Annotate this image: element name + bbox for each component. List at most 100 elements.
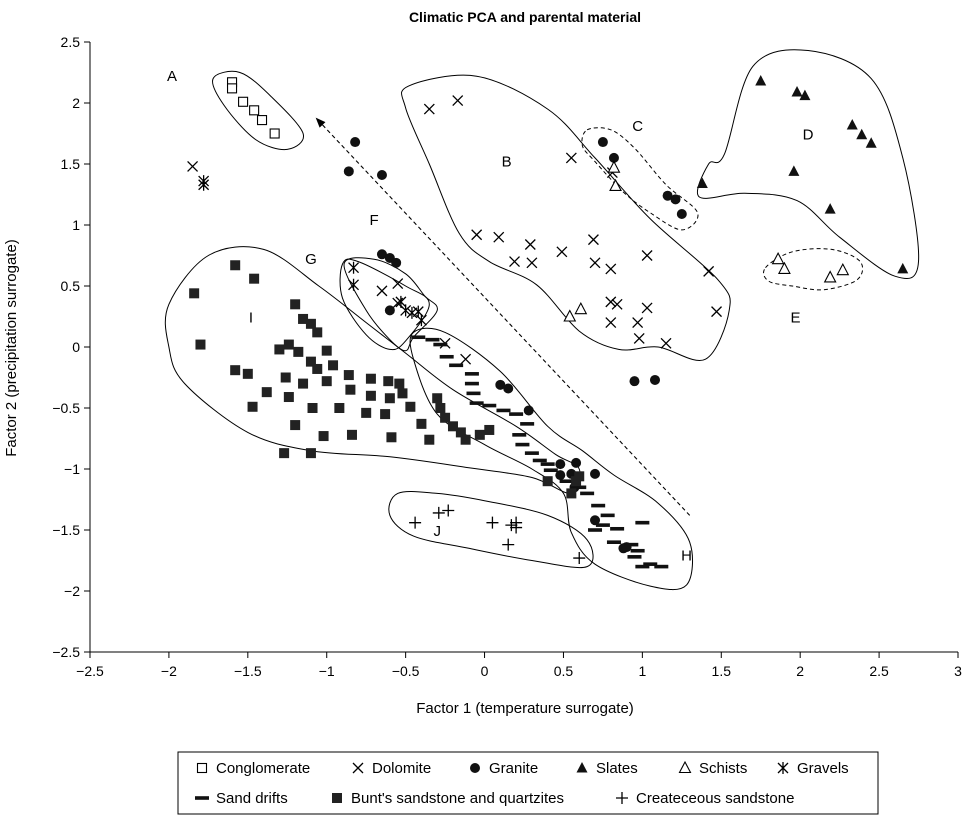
x-tick-label: −0.5 bbox=[392, 663, 420, 679]
point-bunt-s-sandstone-and-quartzites bbox=[283, 392, 294, 403]
legend-label: Slates bbox=[596, 760, 638, 777]
cluster-label-c: C bbox=[632, 118, 643, 135]
cluster-label-f: F bbox=[369, 212, 378, 229]
point-sand-drifts bbox=[464, 372, 479, 376]
legend-label: Schists bbox=[699, 760, 747, 777]
legend-marker-schists bbox=[678, 760, 692, 774]
legend-item-gravels: Gravels bbox=[777, 760, 849, 777]
point-bunt-s-sandstone-and-quartzites bbox=[365, 373, 376, 384]
point-granite bbox=[555, 459, 566, 470]
point-dolomite bbox=[641, 250, 653, 261]
point-sand-drifts bbox=[595, 523, 610, 527]
point-bunt-s-sandstone-and-quartzites bbox=[566, 488, 577, 499]
point-schists bbox=[836, 262, 850, 276]
x-tick-label: 3 bbox=[954, 663, 962, 679]
point-createceous-sandstone bbox=[510, 521, 523, 534]
series-conglomerate bbox=[226, 77, 280, 139]
point-sand-drifts bbox=[464, 381, 479, 386]
region-g bbox=[339, 258, 430, 351]
point-sand-drifts bbox=[466, 391, 481, 396]
point-dolomite bbox=[565, 152, 577, 164]
point-createceous-sandstone bbox=[573, 552, 586, 565]
point-granite bbox=[503, 383, 514, 394]
x-tick-label: 1.5 bbox=[712, 663, 732, 679]
legend-item-slates: Slates bbox=[576, 760, 638, 777]
series-sand-drifts bbox=[411, 335, 669, 569]
y-tick-label: −2.5 bbox=[52, 644, 80, 660]
point-sand-drifts bbox=[433, 342, 448, 347]
x-tick-label: 0.5 bbox=[554, 663, 574, 679]
point-dolomite bbox=[460, 353, 472, 365]
chart-title: Climatic PCA and parental material bbox=[409, 9, 641, 25]
point-dolomite bbox=[392, 278, 404, 290]
point-createceous-sandstone bbox=[505, 519, 518, 532]
y-tick-label: 0.5 bbox=[61, 278, 81, 294]
legend-item-conglomerate: Conglomerate bbox=[196, 760, 310, 777]
point-granite bbox=[523, 405, 534, 416]
point-schists bbox=[823, 270, 837, 283]
point-granite bbox=[649, 374, 660, 385]
x-tick-label: −2 bbox=[161, 663, 177, 679]
x-tick-label: −1.5 bbox=[234, 663, 262, 679]
legend-box bbox=[177, 751, 879, 815]
point-bunt-s-sandstone-and-quartzites bbox=[474, 429, 485, 440]
point-bunt-s-sandstone-and-quartzites bbox=[189, 288, 200, 299]
point-sand-drifts bbox=[524, 451, 539, 455]
point-bunt-s-sandstone-and-quartzites bbox=[307, 403, 318, 413]
point-bunt-s-sandstone-and-quartzites bbox=[249, 273, 260, 284]
point-bunt-s-sandstone-and-quartzites bbox=[280, 372, 291, 383]
point-granite bbox=[376, 169, 387, 180]
trend-arrow-layer bbox=[315, 117, 691, 516]
point-granite bbox=[629, 376, 640, 387]
x-tick-label: 0 bbox=[481, 663, 489, 679]
region-j bbox=[388, 490, 594, 569]
point-granite bbox=[343, 166, 354, 177]
legend-label: Gravels bbox=[797, 760, 849, 777]
point-gravels bbox=[348, 278, 360, 291]
point-slates bbox=[846, 118, 858, 130]
point-granite bbox=[384, 305, 395, 316]
point-slates bbox=[865, 137, 877, 148]
cluster-labels: A B C D E F G H I J bbox=[167, 68, 814, 564]
legend-marker-createceous-sandstone bbox=[616, 792, 628, 804]
point-dolomite bbox=[605, 263, 617, 275]
point-slates bbox=[824, 203, 836, 214]
point-bunt-s-sandstone-and-quartzites bbox=[318, 431, 329, 442]
point-dolomite bbox=[376, 285, 388, 297]
point-conglomerate bbox=[238, 96, 249, 107]
point-bunt-s-sandstone-and-quartzites bbox=[460, 434, 471, 445]
point-bunt-s-sandstone-and-quartzites bbox=[293, 346, 304, 357]
y-tick-label: −1 bbox=[64, 461, 80, 477]
point-dolomite bbox=[711, 306, 722, 318]
point-bunt-s-sandstone-and-quartzites bbox=[435, 403, 446, 413]
series-dolomite bbox=[187, 95, 722, 365]
series-gravels bbox=[198, 175, 427, 327]
legend-marker-bunt-s-sandstone-and-quartzites bbox=[332, 793, 342, 803]
y-tick-label: 2 bbox=[72, 95, 80, 111]
point-conglomerate bbox=[269, 128, 280, 139]
point-sand-drifts bbox=[591, 503, 606, 508]
point-sand-drifts bbox=[515, 442, 530, 447]
point-dolomite bbox=[605, 296, 617, 308]
point-granite bbox=[376, 249, 387, 260]
point-dolomite bbox=[471, 229, 483, 241]
point-bunt-s-sandstone-and-quartzites bbox=[346, 429, 357, 440]
point-granite bbox=[670, 194, 681, 205]
point-gravels bbox=[400, 304, 412, 317]
point-sand-drifts bbox=[624, 542, 639, 547]
point-conglomerate bbox=[249, 105, 260, 116]
point-gravels bbox=[415, 314, 427, 327]
series-granite bbox=[343, 137, 687, 554]
point-dolomite bbox=[587, 234, 599, 246]
point-bunt-s-sandstone-and-quartzites bbox=[321, 376, 332, 387]
cluster-label-a: A bbox=[167, 68, 177, 85]
point-granite bbox=[555, 470, 566, 481]
point-bunt-s-sandstone-and-quartzites bbox=[305, 356, 316, 367]
y-ticks: 2.5 2 1.5 1 0.5 0 −0.5 −1 −1.5 −2 −2.5 bbox=[52, 34, 90, 660]
legend-marker-granite bbox=[470, 763, 480, 773]
point-sand-drifts bbox=[630, 548, 645, 553]
y-tick-label: 0 bbox=[72, 339, 80, 355]
point-createceous-sandstone bbox=[432, 506, 445, 519]
point-granite bbox=[495, 379, 506, 390]
region-e bbox=[763, 248, 864, 291]
